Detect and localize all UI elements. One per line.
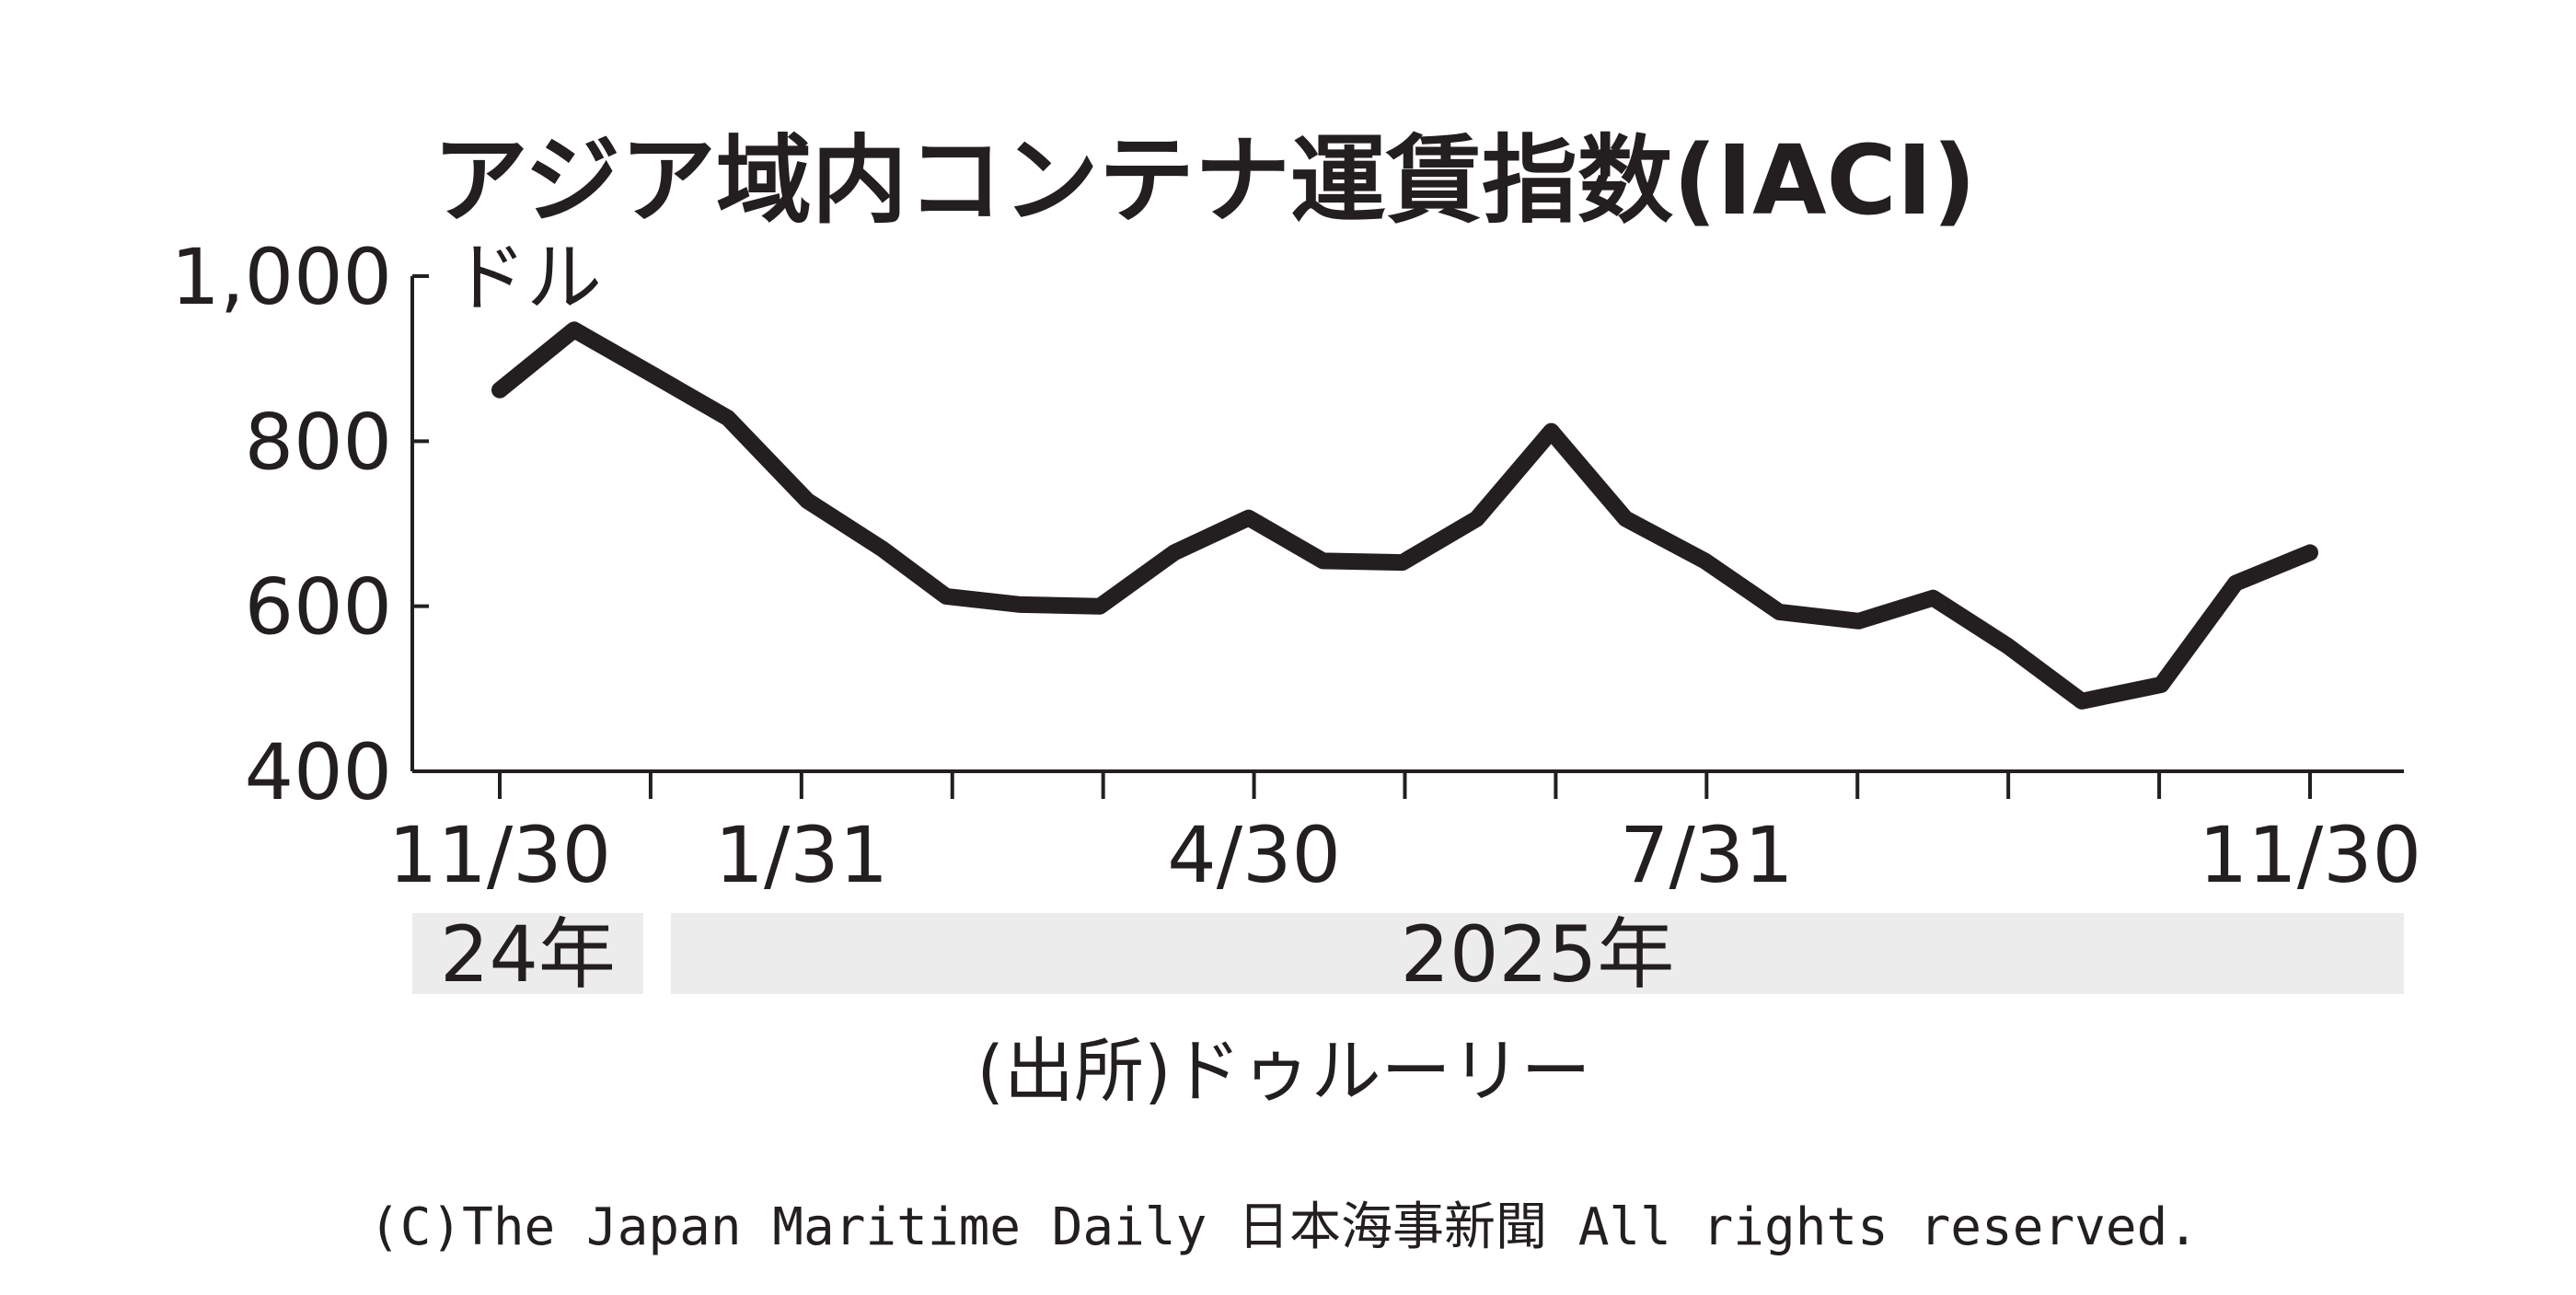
series-point bbox=[1624, 517, 1627, 520]
series-point bbox=[1704, 560, 1706, 562]
series-point bbox=[726, 417, 729, 420]
series-point bbox=[1857, 619, 1860, 622]
series-point bbox=[881, 547, 883, 549]
x-axis: 11/30 1/31 4/30 7/31 11/30 bbox=[388, 769, 2421, 900]
year-band-label: 2025年 bbox=[1401, 909, 1675, 1000]
series-point bbox=[1932, 596, 1935, 599]
series-point bbox=[945, 595, 947, 597]
series-point bbox=[1401, 561, 1404, 564]
series-point bbox=[1322, 560, 1324, 562]
series-point bbox=[2160, 683, 2163, 686]
year-band-label: 24年 bbox=[440, 909, 616, 1000]
series-point bbox=[1172, 551, 1175, 554]
series-point bbox=[1778, 610, 1781, 613]
y-unit-label: ドル bbox=[451, 235, 602, 322]
series-point bbox=[2006, 644, 2009, 647]
x-tick-label: 4/30 bbox=[1167, 810, 1341, 900]
series-point bbox=[1247, 516, 1250, 519]
series-layer bbox=[491, 321, 2318, 710]
series-point bbox=[653, 374, 655, 376]
series-point bbox=[572, 329, 575, 331]
y-tick-label: 1,000 bbox=[171, 232, 392, 322]
year-bands: 24年 2025年 bbox=[412, 909, 2404, 1000]
x-tick-label: 1/31 bbox=[715, 810, 889, 900]
y-axis: 1,000 800 600 400 bbox=[171, 232, 429, 817]
series-point bbox=[806, 499, 809, 502]
x-tick-label: 11/30 bbox=[2199, 810, 2421, 900]
series-point bbox=[1475, 517, 1478, 520]
x-tick-label: 7/31 bbox=[1620, 810, 1794, 900]
series-point bbox=[2235, 582, 2237, 584]
series-point bbox=[1099, 605, 1102, 607]
x-tick-label: 11/30 bbox=[388, 810, 611, 900]
series-point bbox=[2309, 551, 2311, 554]
series-point bbox=[1019, 603, 1022, 606]
year-band bbox=[670, 913, 2404, 994]
y-tick-label: 400 bbox=[245, 727, 392, 817]
y-tick-label: 600 bbox=[245, 562, 392, 653]
series-point bbox=[1550, 430, 1553, 433]
year-band bbox=[412, 913, 643, 994]
chart-title: アジア域内コンテナ運賃指数(IACI) bbox=[433, 124, 1976, 237]
series-point bbox=[2081, 700, 2084, 702]
series-line bbox=[491, 321, 2318, 710]
copyright-label: (C)The Japan Maritime Daily 日本海事新聞 All r… bbox=[369, 1197, 2199, 1257]
y-tick-label: 800 bbox=[245, 397, 392, 487]
series-point bbox=[499, 388, 501, 391]
source-label: (出所)ドゥルーリー bbox=[976, 1030, 1590, 1112]
